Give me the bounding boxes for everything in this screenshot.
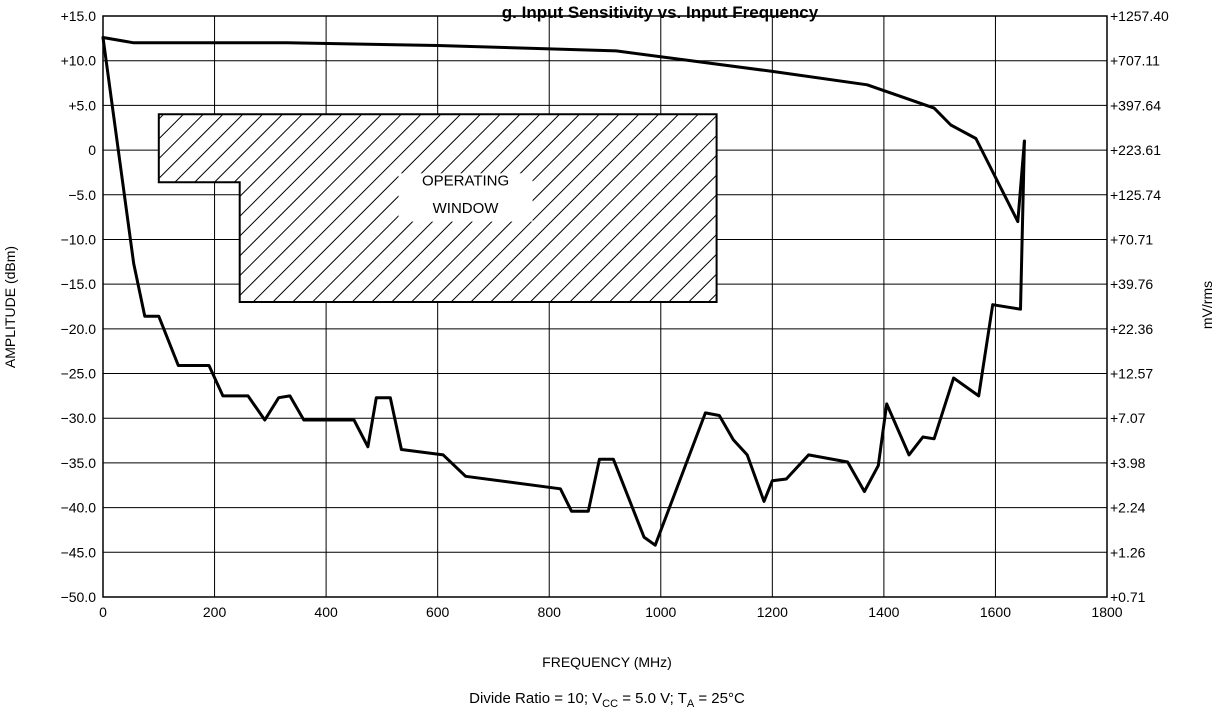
y-tick-label: −15.0 xyxy=(61,276,97,292)
y-tick-label: 0 xyxy=(88,142,96,158)
x-axis-title: FREQUENCY (MHz) xyxy=(542,654,672,670)
y2-tick-label: +1.26 xyxy=(1110,544,1146,560)
series-lines xyxy=(101,36,1026,547)
x-tick-labels: 0 200 400 600 800 1000 1200 1400 1600 1800 xyxy=(99,604,1123,620)
y2-tick-label: +7.07 xyxy=(1110,410,1146,426)
y2-tick-label: +707.11 xyxy=(1110,53,1160,69)
y-tick-labels: +15.0 +10.0 +5.0 0 −5.0 −10.0 −15.0 −20.0 −25.0 −… xyxy=(61,8,97,605)
y2-tick-label: +3.98 xyxy=(1110,455,1146,471)
y2-tick-label: +39.76 xyxy=(1110,276,1153,292)
y-tick-label: −40.0 xyxy=(61,500,97,516)
operating-window-label-bg xyxy=(398,173,533,222)
y2-tick-label: +223.61 xyxy=(1110,142,1161,158)
y2-tick-label: +12.57 xyxy=(1110,366,1153,382)
plot-frame xyxy=(102,15,1108,598)
y-tick-label: −5.0 xyxy=(68,187,96,203)
conditions-caption: Divide Ratio = 10; VCC = 5.0 V; TA = 25°… xyxy=(469,690,745,710)
series-line xyxy=(101,36,1026,224)
caption-ta-sub: A xyxy=(687,698,695,710)
y2-tick-label: +397.64 xyxy=(1110,97,1161,113)
y-tick-label: −30.0 xyxy=(61,410,97,426)
x-tick-label: 200 xyxy=(203,604,227,620)
x-tick-label: 0 xyxy=(99,604,107,620)
caption-middle: = 5.0 V; T xyxy=(618,690,687,707)
y2-tick-label: +22.36 xyxy=(1110,321,1153,337)
x-tick-label: 600 xyxy=(426,604,450,620)
y-axis-title: AMPLITUDE (dBm) xyxy=(2,246,18,368)
y2-tick-label: +0.71 xyxy=(1110,589,1146,605)
y-tick-label: −25.0 xyxy=(61,366,97,382)
y-tick-label: −35.0 xyxy=(61,455,97,471)
caption-suffix: = 25°C xyxy=(694,690,745,707)
y2-tick-label: +2.24 xyxy=(1110,500,1146,516)
x-tick-label: 1000 xyxy=(645,604,676,620)
series-line xyxy=(101,36,1026,547)
grid xyxy=(102,15,1108,598)
caption-vcc-sub: CC xyxy=(602,698,618,710)
x-tick-label: 1800 xyxy=(1091,604,1122,620)
y-tick-label: −20.0 xyxy=(61,321,97,337)
caption-prefix: Divide Ratio = 10; V xyxy=(469,690,602,707)
operating-window: OPERATING WINDOW xyxy=(157,113,718,303)
y-tick-label: +5.0 xyxy=(68,97,96,113)
x-tick-label: 1600 xyxy=(980,604,1011,620)
operating-window-label: OPERATING xyxy=(422,172,509,189)
y2-tick-label: +1257.40 xyxy=(1110,8,1169,24)
y2-tick-labels: +1257.40 +707.11 +397.64 +223.61 +125.74 +70.… xyxy=(1110,8,1169,605)
x-tick-label: 400 xyxy=(314,604,338,620)
y-tick-label: +15.0 xyxy=(61,8,97,24)
y2-tick-label: +70.71 xyxy=(1110,231,1153,247)
y-tick-label: −45.0 xyxy=(61,544,97,560)
x-tick-label: 1200 xyxy=(757,604,788,620)
operating-window-label: WINDOW xyxy=(433,200,500,217)
y2-axis-title: mV/rms xyxy=(1199,281,1215,329)
y2-tick-label: +125.74 xyxy=(1110,187,1161,203)
y-tick-label: −50.0 xyxy=(61,589,97,605)
y-tick-label: −10.0 xyxy=(61,231,97,247)
y-tick-label: +10.0 xyxy=(61,53,97,69)
chart-title: g. Input Sensitivity vs. Input Frequency xyxy=(502,3,819,22)
x-tick-label: 800 xyxy=(538,604,562,620)
x-tick-label: 1400 xyxy=(868,604,899,620)
